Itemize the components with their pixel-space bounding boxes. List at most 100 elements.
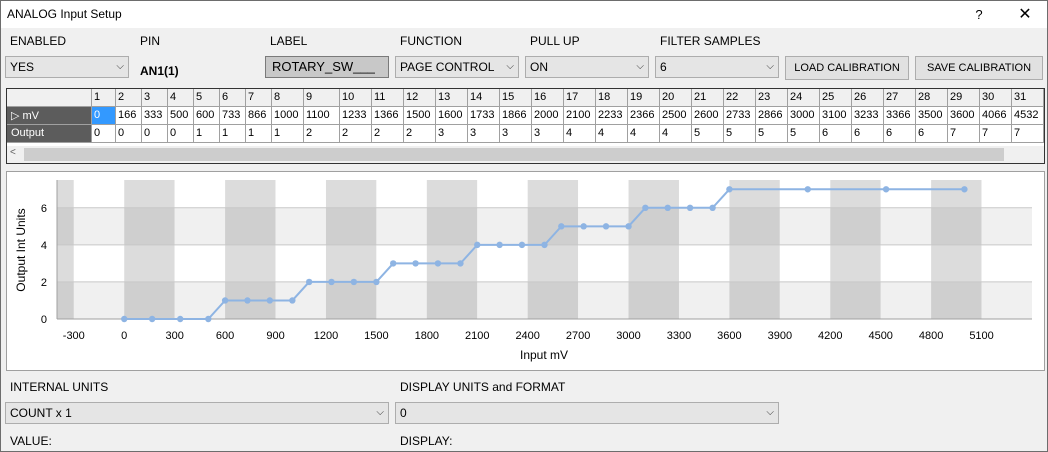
horizontal-scrollbar[interactable]: < <box>7 146 1044 163</box>
column-header[interactable]: 11 <box>371 89 404 107</box>
grid-cell[interactable]: 4 <box>659 124 692 143</box>
column-header[interactable]: 4 <box>167 89 194 107</box>
column-header[interactable]: 10 <box>339 89 372 107</box>
grid-cell[interactable]: 1500 <box>403 106 436 125</box>
grid-cell[interactable]: 2233 <box>595 106 628 125</box>
grid-cell[interactable]: 0 <box>115 124 142 143</box>
grid-cell[interactable]: 2100 <box>563 106 596 125</box>
grid-cell[interactable]: 1366 <box>371 106 404 125</box>
grid-cell[interactable]: 3500 <box>915 106 948 125</box>
scroll-left-icon[interactable]: < <box>10 147 16 158</box>
grid-cell[interactable]: 3 <box>531 124 564 143</box>
grid-cell[interactable]: 2 <box>403 124 436 143</box>
grid-cell[interactable]: 1100 <box>303 106 340 125</box>
grid-cell[interactable]: 2600 <box>691 106 724 125</box>
grid-cell[interactable]: 4066 <box>979 106 1012 125</box>
column-header[interactable]: 26 <box>851 89 884 107</box>
grid-cell[interactable]: 2733 <box>723 106 756 125</box>
column-header[interactable]: 21 <box>691 89 724 107</box>
grid-cell[interactable]: 7 <box>1011 124 1044 143</box>
grid-cell[interactable]: 4 <box>627 124 660 143</box>
load-calibration-button[interactable]: LOAD CALIBRATION <box>785 56 909 80</box>
grid-cell[interactable]: 0 <box>141 124 168 143</box>
grid-cell[interactable]: 3100 <box>819 106 852 125</box>
column-header[interactable]: 28 <box>915 89 948 107</box>
column-header[interactable]: 27 <box>883 89 916 107</box>
grid-cell[interactable]: 333 <box>141 106 168 125</box>
grid-cell[interactable]: 6 <box>851 124 884 143</box>
column-header[interactable]: 16 <box>531 89 564 107</box>
column-header[interactable]: 31 <box>1011 89 1044 107</box>
label-field[interactable]: ROTARY_SW___ <box>265 56 389 78</box>
pull-up-select[interactable]: ON ⌵ <box>525 56 649 78</box>
column-header[interactable]: 19 <box>627 89 660 107</box>
help-button[interactable]: ? <box>975 7 983 22</box>
grid-cell[interactable]: 2866 <box>755 106 788 125</box>
display-units-select[interactable]: 0 ⌵ <box>395 402 779 424</box>
grid-cell[interactable]: 1 <box>193 124 220 143</box>
grid-cell[interactable]: 166 <box>115 106 142 125</box>
grid-cell[interactable]: 2000 <box>531 106 564 125</box>
grid-cell[interactable]: 5 <box>691 124 724 143</box>
grid-cell[interactable]: 1 <box>245 124 272 143</box>
row-header[interactable]: ▷ mV <box>7 106 92 125</box>
grid-cell[interactable]: 3600 <box>947 106 980 125</box>
grid-cell[interactable]: 7 <box>947 124 980 143</box>
column-header[interactable]: 20 <box>659 89 692 107</box>
grid-cell[interactable]: 733 <box>219 106 246 125</box>
column-header[interactable]: 29 <box>947 89 980 107</box>
grid-cell[interactable]: 5 <box>755 124 788 143</box>
grid-cell[interactable]: 1 <box>271 124 304 143</box>
column-header[interactable]: 22 <box>723 89 756 107</box>
column-header[interactable]: 8 <box>271 89 304 107</box>
grid-cell[interactable]: 1866 <box>499 106 532 125</box>
column-header[interactable]: 18 <box>595 89 628 107</box>
enabled-select[interactable]: YES ⌵ <box>5 56 129 78</box>
internal-units-select[interactable]: COUNT x 1 ⌵ <box>5 402 389 424</box>
column-header[interactable]: 23 <box>755 89 788 107</box>
column-header[interactable]: 25 <box>819 89 852 107</box>
grid-cell[interactable]: 3233 <box>851 106 884 125</box>
row-header[interactable]: Output <box>7 124 92 143</box>
column-header[interactable]: 24 <box>787 89 820 107</box>
grid-cell[interactable]: 3366 <box>883 106 916 125</box>
close-button[interactable]: ✕ <box>1018 6 1032 23</box>
column-header[interactable]: 3 <box>141 89 168 107</box>
filter-samples-select[interactable]: 6 ⌵ <box>655 56 779 78</box>
grid-cell[interactable]: 2 <box>339 124 372 143</box>
column-header[interactable]: 13 <box>435 89 468 107</box>
grid-cell[interactable]: 0 <box>91 106 116 125</box>
grid-cell[interactable]: 4 <box>595 124 628 143</box>
column-header[interactable]: 5 <box>193 89 220 107</box>
grid-cell[interactable]: 1600 <box>435 106 468 125</box>
calibration-grid[interactable]: 1 2 3 4 5 6 7 8 9 10 11 12 13 14 15 16 17 18 19 20 21 22 23 24 2… <box>6 88 1045 164</box>
grid-cell[interactable]: 866 <box>245 106 272 125</box>
grid-cell[interactable]: 3 <box>499 124 532 143</box>
column-header[interactable]: 6 <box>219 89 246 107</box>
grid-cell[interactable]: 3000 <box>787 106 820 125</box>
column-header[interactable]: 30 <box>979 89 1012 107</box>
grid-cell[interactable]: 500 <box>167 106 194 125</box>
grid-cell[interactable]: 4532 <box>1011 106 1044 125</box>
grid-cell[interactable]: 2500 <box>659 106 692 125</box>
column-header[interactable]: 2 <box>115 89 142 107</box>
grid-cell[interactable]: 1 <box>219 124 246 143</box>
grid-cell[interactable]: 6 <box>819 124 852 143</box>
grid-cell[interactable]: 7 <box>979 124 1012 143</box>
column-header[interactable]: 12 <box>403 89 436 107</box>
grid-cell[interactable]: 600 <box>193 106 220 125</box>
grid-cell[interactable]: 2 <box>303 124 340 143</box>
grid-cell[interactable]: 6 <box>883 124 916 143</box>
grid-cell[interactable]: 1000 <box>271 106 304 125</box>
grid-cell[interactable]: 1233 <box>339 106 372 125</box>
grid-cell[interactable]: 6 <box>915 124 948 143</box>
column-header[interactable]: 9 <box>303 89 340 107</box>
grid-cell[interactable]: 3 <box>467 124 500 143</box>
grid-cell[interactable]: 1733 <box>467 106 500 125</box>
grid-cell[interactable]: 2366 <box>627 106 660 125</box>
save-calibration-button[interactable]: SAVE CALIBRATION <box>915 56 1043 80</box>
column-header[interactable]: 14 <box>467 89 500 107</box>
column-header[interactable]: 1 <box>91 89 116 107</box>
grid-cell[interactable]: 3 <box>435 124 468 143</box>
grid-cell[interactable]: 5 <box>723 124 756 143</box>
